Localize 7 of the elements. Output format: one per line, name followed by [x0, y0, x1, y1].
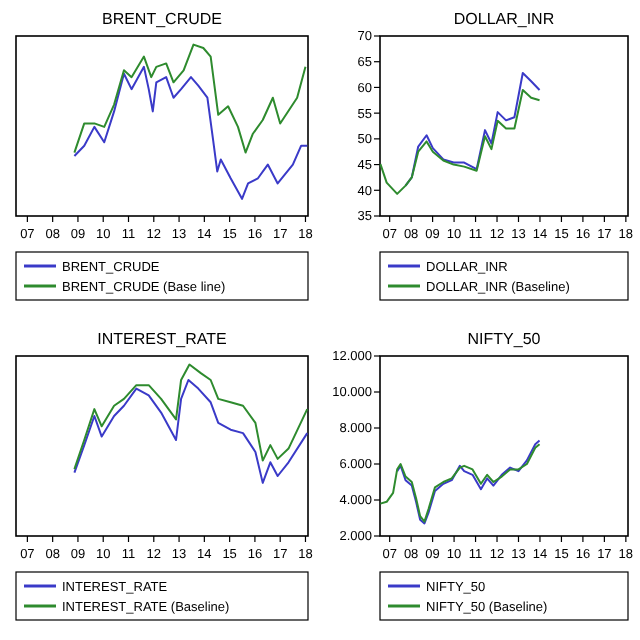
chart-title: BRENT_CRUDE: [101, 10, 223, 28]
chart-title: DOLLAR_INR: [453, 10, 555, 28]
chart-title: NIFTY_50: [467, 330, 542, 348]
line-series: [396, 439, 541, 525]
chart-title: INTEREST_RATE: [97, 330, 227, 348]
line-series: [379, 443, 541, 523]
line-series: [379, 89, 541, 195]
